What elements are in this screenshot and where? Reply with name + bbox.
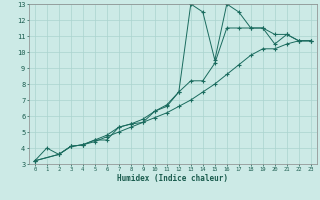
X-axis label: Humidex (Indice chaleur): Humidex (Indice chaleur): [117, 174, 228, 183]
